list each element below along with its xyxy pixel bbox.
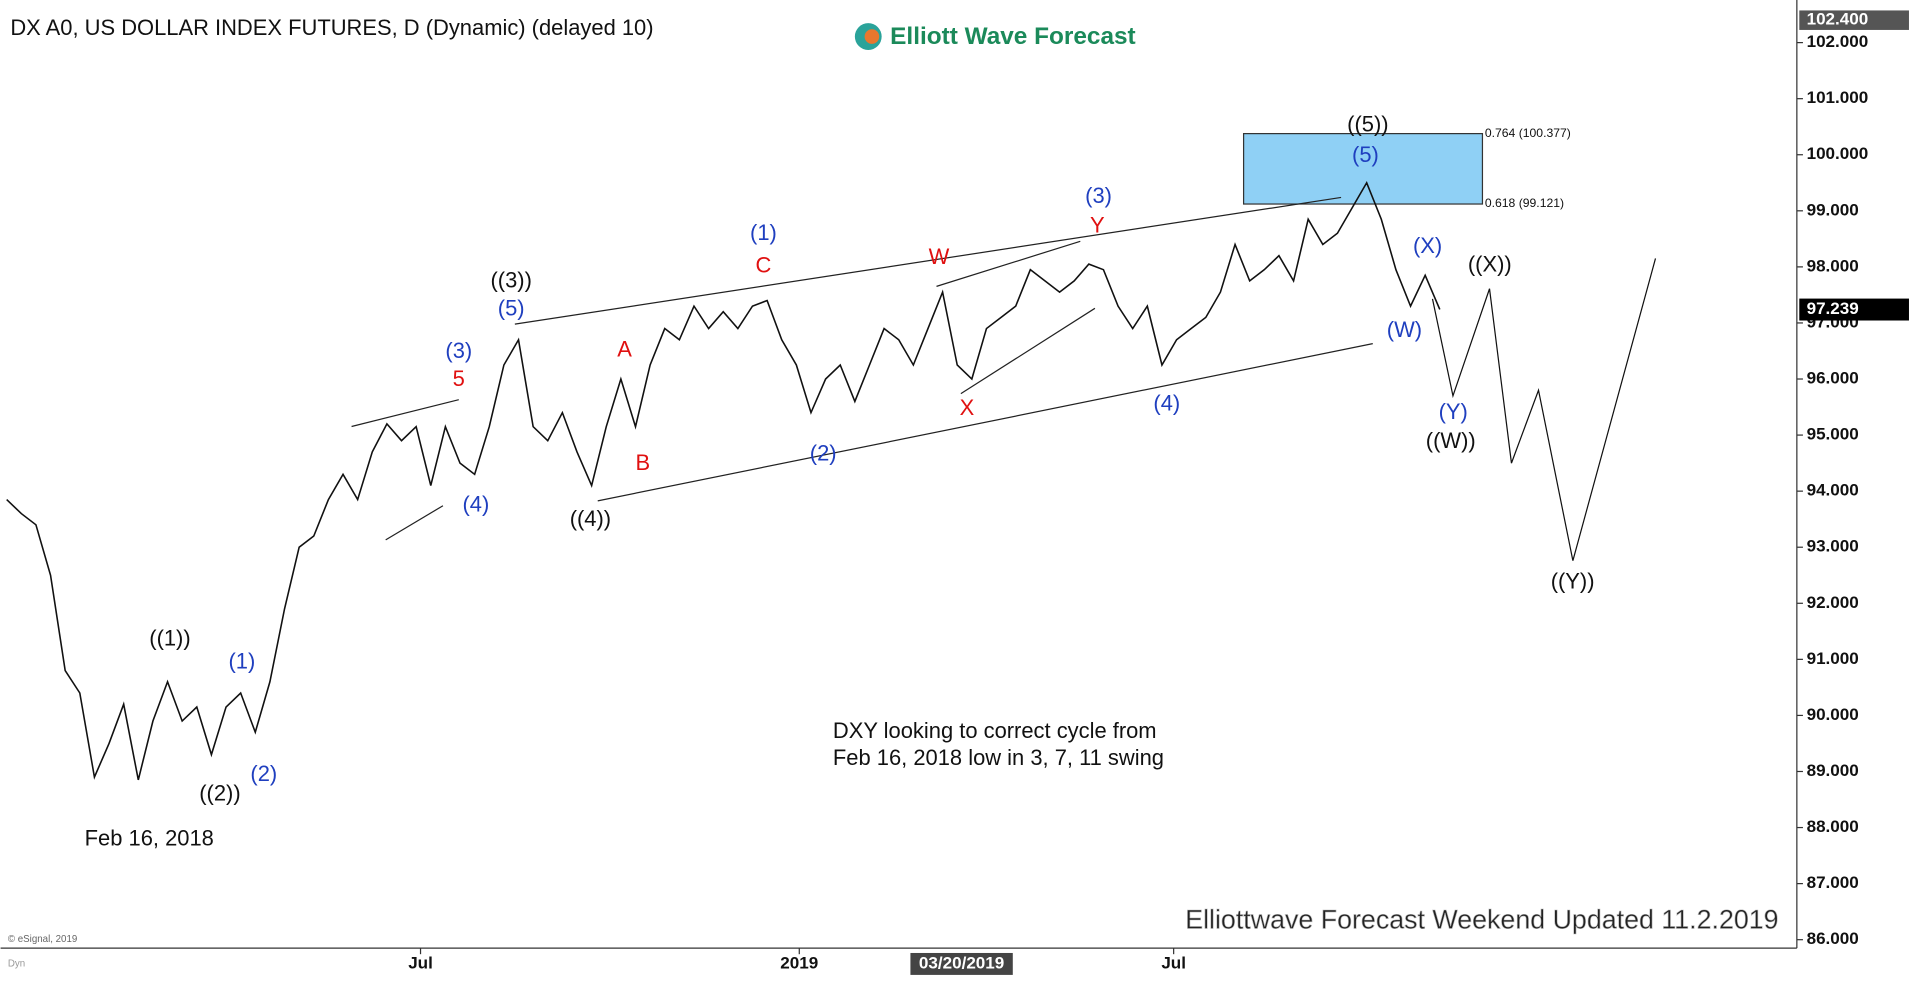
wave-label: (5) [1352,142,1379,167]
trend-line [936,240,1081,287]
y-tick-label: 87.000 [1807,873,1859,892]
wave-label: C [756,253,772,278]
trend-line [385,505,444,541]
trend-line [597,343,1373,502]
wave-label: (1) [228,649,255,674]
x-tick-label: Jul [1161,953,1186,972]
x-tick-label: Jul [408,953,433,972]
wave-label: (4) [1153,390,1180,415]
footer: Elliottwave Forecast Weekend Updated 11.… [1185,904,1778,934]
y-tick-label: 92.000 [1807,593,1859,612]
wave-label: (Y) [1439,399,1468,424]
wave-label: ((W)) [1426,428,1476,453]
fib-label: 0.618 (99.121) [1485,196,1564,210]
wave-label: ((1)) [149,626,190,651]
cursor-date-box [910,952,1013,975]
wave-label: ((5)) [1347,111,1388,136]
y-tick-label: 94.000 [1807,481,1859,500]
trend-line [351,399,459,428]
y-tick-label: 89.000 [1807,761,1859,780]
wave-label: (5) [498,295,525,320]
wave-label: Y [1090,212,1105,237]
y-tick-label: 95.000 [1807,425,1859,444]
note-line: DXY looking to correct cycle from [833,718,1157,743]
wave-label: B [635,450,650,475]
wave-label: W [929,244,950,269]
y-tick-label: 86.000 [1807,929,1859,948]
mode-label: Dyn [8,959,25,970]
wave-label: (3) [1085,183,1112,208]
copyright: © eSignal, 2019 [8,934,77,945]
y-tick-label: 91.000 [1807,649,1859,668]
y-tick-label: 101.000 [1807,88,1869,107]
y-tick-label: 98.000 [1807,256,1859,275]
cursor-date: 03/20/2019 [919,953,1004,972]
high-label: 102.400 [1807,10,1869,29]
wave-label: A [617,337,632,362]
wave-label: ((3)) [490,267,531,292]
projection-line [1431,258,1657,561]
wave-label: ((X)) [1468,251,1512,276]
last-price-box [1799,298,1909,321]
wave-label: ((2)) [199,780,240,805]
high-label-box [1799,10,1909,30]
note-line: Feb 16, 2018 low in 3, 7, 11 swing [833,745,1164,770]
wave-label: (2) [250,761,277,786]
y-tick-label: 88.000 [1807,817,1859,836]
wave-label: (2) [810,440,837,465]
wave-label: (1) [750,220,777,245]
y-tick-label: 99.000 [1807,200,1859,219]
price-line [6,180,1441,781]
y-tick-label: 96.000 [1807,369,1859,388]
wave-label: (X) [1413,233,1442,258]
wave-label: ((4)) [570,506,611,531]
brand: Elliott Wave Forecast [890,23,1135,50]
fib-label: 0.764 (100.377) [1485,126,1571,140]
wave-label: ((Y)) [1551,568,1595,593]
wave-label: (3) [445,338,472,363]
y-tick-label: 90.000 [1807,705,1859,724]
wave-label: 5 [453,366,465,391]
wave-label: Feb 16, 2018 [85,825,214,850]
wave-label: (4) [462,492,489,517]
y-tick-label: 102.000 [1807,32,1869,51]
trend-line [514,196,1342,325]
y-tick-label: 93.000 [1807,537,1859,556]
logo-icon-inner [864,29,880,44]
wave-label: X [960,395,975,420]
wave-label: (W) [1387,317,1422,342]
chart-title: DX A0, US DOLLAR INDEX FUTURES, D (Dynam… [10,15,653,40]
fib-zone [1242,132,1484,205]
y-tick-label: 100.000 [1807,144,1869,163]
trend-line [960,307,1096,395]
last-price: 97.239 [1807,299,1859,318]
x-tick-label: 2019 [780,953,818,972]
